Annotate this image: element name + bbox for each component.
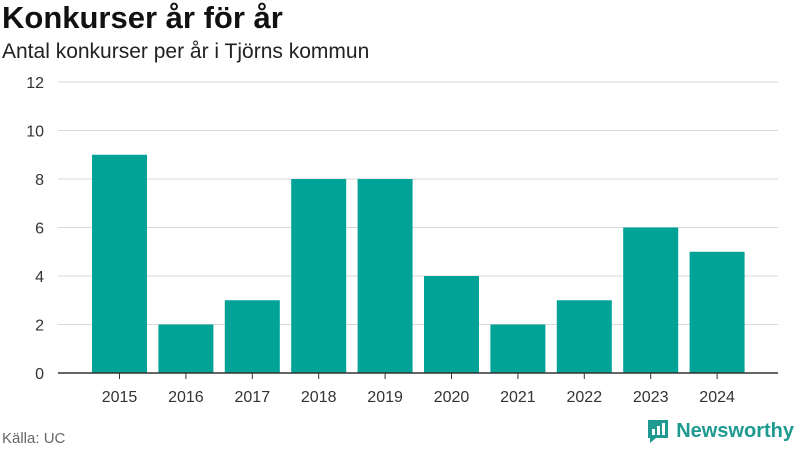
x-tick-label: 2015 (102, 389, 138, 406)
bar (291, 179, 347, 373)
brand-name: Newsworthy (676, 419, 794, 442)
bar (357, 179, 413, 373)
bar (556, 300, 612, 373)
bar (224, 300, 280, 373)
x-tick-label: 2023 (633, 389, 669, 406)
newsworthy-icon (648, 420, 669, 443)
x-axis-ticks: 2015 2016 2017 2018 2019 2020 2021 2022 2023 2024 (102, 373, 735, 406)
bar (689, 251, 745, 373)
bar (490, 324, 546, 373)
y-tick-label: 10 (26, 124, 44, 141)
bars (92, 154, 745, 373)
y-tick-label: 4 (35, 269, 44, 286)
x-tick-label: 2019 (367, 389, 403, 406)
chart-title: Konkurser år för år (2, 0, 283, 35)
x-tick-label: 2020 (434, 389, 470, 406)
y-tick-label: 6 (35, 221, 44, 238)
bar (158, 324, 214, 373)
x-tick-label: 2021 (500, 389, 536, 406)
chart-subtitle: Antal konkurser per år i Tjörns kommun (2, 40, 370, 63)
y-tick-label: 12 (26, 75, 44, 92)
x-tick-label: 2024 (699, 389, 735, 406)
y-tick-label: 0 (35, 366, 44, 383)
y-axis-ticks: 0 2 4 6 8 10 12 (26, 75, 44, 383)
y-tick-label: 8 (35, 172, 44, 189)
x-tick-label: 2017 (235, 389, 271, 406)
x-tick-label: 2016 (168, 389, 204, 406)
y-tick-label: 2 (35, 318, 44, 335)
bar (424, 276, 479, 373)
brand-logo: Newsworthy (646, 418, 794, 444)
x-tick-label: 2022 (567, 389, 603, 406)
bar (623, 227, 679, 373)
source-note: Källa: UC (2, 430, 66, 447)
bar (92, 154, 147, 373)
x-tick-label: 2018 (301, 389, 337, 406)
